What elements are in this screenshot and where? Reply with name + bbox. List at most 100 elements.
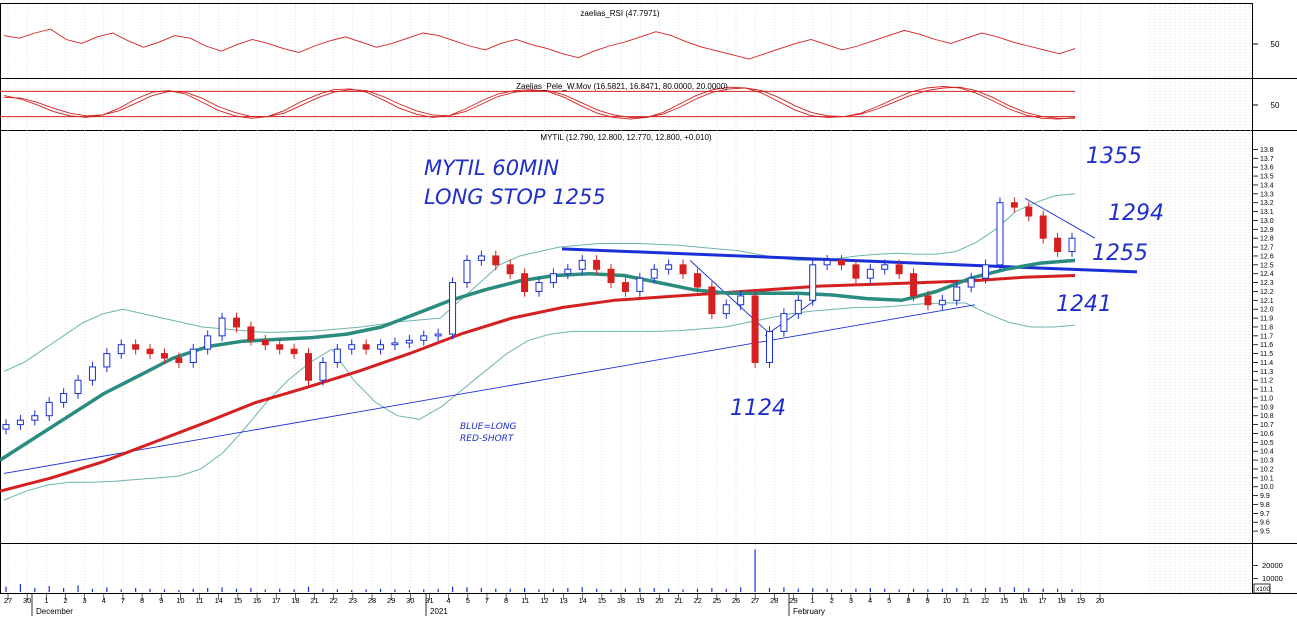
candle-body xyxy=(175,357,183,363)
x-tick-label: 4 xyxy=(868,596,872,605)
x-tick-label: 21 xyxy=(674,596,682,605)
candle-body xyxy=(506,264,514,275)
candle-body xyxy=(420,335,428,341)
x-tick-label: 18 xyxy=(291,596,299,605)
x-tick-label: 8 xyxy=(504,596,508,605)
price-tick-label: 9.9 xyxy=(1260,493,1270,500)
volume-tick-label: 20000 xyxy=(1262,561,1283,570)
price-tick-label: 9.8 xyxy=(1260,502,1270,509)
candle-body xyxy=(924,295,932,306)
price-tick-label: 13.6 xyxy=(1260,165,1274,172)
rsi-title: zaelias_RSI (47.7971) xyxy=(580,9,659,18)
x-tick-label: 23 xyxy=(349,596,357,605)
candle-body xyxy=(665,264,673,270)
candle-body xyxy=(449,282,457,335)
osc-title: Zaelias_Pele_W.Mov (16.5821, 16.8471, 80… xyxy=(516,82,728,91)
annotation-1255: 1255 xyxy=(1092,241,1148,266)
x-tick-label: 29 xyxy=(387,596,395,605)
candle-body xyxy=(650,268,658,279)
candle-body xyxy=(1054,237,1062,253)
price-tick-label: 9.5 xyxy=(1260,529,1270,536)
candle-body xyxy=(60,393,68,403)
candle-body xyxy=(679,264,687,275)
price-tick-label: 11.9 xyxy=(1260,316,1273,323)
x-tick-label: 29 xyxy=(789,596,797,605)
price-panel: 13.8 13.7 13.6 13.513.4 13.3 13.2 13.1 13.0 12.9… xyxy=(0,147,1274,536)
candle-body xyxy=(160,353,168,359)
candle-body xyxy=(16,419,24,426)
candle-body xyxy=(247,326,255,341)
candle-body xyxy=(2,424,10,430)
price-tick-label: 10.9 xyxy=(1260,404,1274,411)
price-tick-label: 13.1 xyxy=(1260,209,1274,216)
x-tick-label: 11 xyxy=(196,596,204,605)
candle-body xyxy=(693,273,701,288)
x-tick-label: 26 xyxy=(732,596,740,605)
candle-body xyxy=(362,344,370,350)
candle-body xyxy=(636,277,644,292)
annotation-red-short: RED-SHORT xyxy=(460,434,515,444)
candle-body xyxy=(996,202,1004,266)
price-tick-label: 11.3 xyxy=(1260,369,1273,376)
candle-body xyxy=(593,259,601,270)
x-tick-label: 22 xyxy=(694,596,702,605)
candle-body xyxy=(708,286,716,315)
x-tick-label: 28 xyxy=(770,596,778,605)
candle-body xyxy=(535,282,543,292)
candle-body xyxy=(910,273,918,297)
price-tick-label: 12.9 xyxy=(1260,227,1274,234)
candle-body xyxy=(492,255,500,266)
price-tick-label: 11.1 xyxy=(1260,387,1273,394)
price-tick-label: 13.0 xyxy=(1260,218,1274,225)
candle-body xyxy=(549,273,557,284)
x-tick-label: 27 xyxy=(4,596,12,605)
price-tick-label: 11.8 xyxy=(1260,324,1273,331)
price-tick-label: 13.2 xyxy=(1260,200,1274,207)
price-tick-label: 11.4 xyxy=(1260,360,1273,367)
x-tick-label: 30 xyxy=(23,596,31,605)
x-tick-label: 11 xyxy=(962,596,970,605)
x-tick-label: 3 xyxy=(849,596,853,605)
x-tick-label: 13 xyxy=(559,596,567,605)
price-tick-label: 12.4 xyxy=(1260,271,1274,278)
candle-body xyxy=(765,330,773,363)
osc-line xyxy=(3,86,1075,119)
price-tick-label: 10.0 xyxy=(1260,484,1274,491)
x-tick-label: 21 xyxy=(310,596,318,605)
annotation-title: MYTIL 60MIN xyxy=(424,156,559,180)
x-tick-label: 4 xyxy=(102,596,106,605)
trendline-thin-lower xyxy=(3,304,976,474)
candle-body xyxy=(823,259,831,266)
x-tick-label: 9 xyxy=(925,596,929,605)
candle-body xyxy=(881,264,889,270)
annotation-1241: 1241 xyxy=(1056,292,1112,317)
x-tick-label: 16 xyxy=(1019,596,1027,605)
price-tick-label: 13.4 xyxy=(1260,182,1274,189)
x-tick-label: 11 xyxy=(521,596,529,605)
candle-body xyxy=(103,353,111,368)
x-tick-label: 19 xyxy=(636,596,644,605)
price-tick-label: 12.0 xyxy=(1260,307,1274,314)
price-tick-label: 11.2 xyxy=(1260,378,1273,385)
x-tick-label: 14 xyxy=(579,596,587,605)
candle-body xyxy=(391,342,399,346)
price-tick-label: 10.3 xyxy=(1260,458,1274,465)
x-tick-label: 18 xyxy=(1058,596,1066,605)
x-tick-label: 12 xyxy=(981,596,989,605)
candle-body xyxy=(751,295,759,363)
candle-body xyxy=(477,255,485,261)
candle-body xyxy=(261,339,269,346)
candle-body xyxy=(838,259,846,266)
price-tick-label: 10.5 xyxy=(1260,440,1274,447)
candle-body xyxy=(938,299,946,306)
price-tick-label: 13.3 xyxy=(1260,191,1274,198)
x-tick-label: 28 xyxy=(368,596,376,605)
x-tick-label: 9 xyxy=(159,596,163,605)
x-tick-label: 12 xyxy=(540,596,548,605)
bollinger-upper xyxy=(3,193,1076,372)
candle-body xyxy=(621,282,629,292)
price-tick-label: 13.7 xyxy=(1260,156,1274,163)
price-tick-label: 10.1 xyxy=(1260,475,1274,482)
x-tick-label: 31 xyxy=(425,596,433,605)
